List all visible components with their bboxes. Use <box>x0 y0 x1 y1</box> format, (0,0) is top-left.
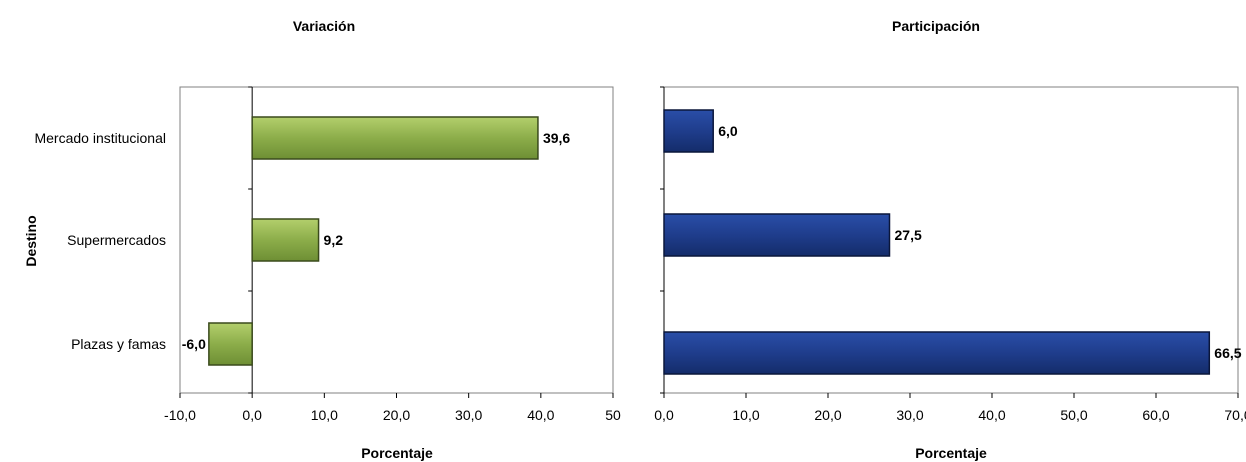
participacion-bar <box>663 109 714 153</box>
variacion-x-tick-label: 10,0 <box>311 407 338 423</box>
participacion-x-tick-label: 40,0 <box>978 407 1005 423</box>
variacion-x-tick-label: 50 <box>605 407 621 423</box>
participacion-x-ticks: 0,0 10,0 20,0 30,0 40,0 50,0 60,0 70,0 <box>654 393 1246 423</box>
variacion-category-label: Mercado institucional <box>34 130 166 146</box>
participacion-x-tick-label: 0,0 <box>654 407 674 423</box>
participacion-chart: Participación 6,0 27,5 66,5 0,0 10,0 20,0 30,… <box>654 18 1246 461</box>
participacion-x-tick-label: 20,0 <box>814 407 841 423</box>
variacion-category-label: Supermercados <box>67 232 166 248</box>
participacion-data-label: 27,5 <box>895 227 922 243</box>
variacion-bars: 39,6 9,2 -6,0 <box>182 86 570 394</box>
participacion-x-tick-label: 70,0 <box>1224 407 1246 423</box>
participacion-x-tick-label: 10,0 <box>732 407 759 423</box>
participacion-x-axis-title: Porcentaje <box>915 445 987 461</box>
variacion-x-axis-title: Porcentaje <box>361 445 433 461</box>
variacion-x-tick-label: 30,0 <box>455 407 482 423</box>
participacion-data-label: 66,5 <box>1214 345 1241 361</box>
participacion-title: Participación <box>892 18 980 34</box>
participacion-x-tick-label: 30,0 <box>896 407 923 423</box>
participacion-data-label: 6,0 <box>718 123 738 139</box>
variacion-bar <box>208 322 253 366</box>
variacion-bar <box>251 116 539 160</box>
variacion-x-tick-label: 40,0 <box>527 407 554 423</box>
participacion-x-tick-label: 50,0 <box>1060 407 1087 423</box>
variacion-bar <box>251 218 320 262</box>
variacion-x-tick-label: 0,0 <box>242 407 262 423</box>
variacion-category-labels: Mercado institucional Supermercados Plazas… <box>34 130 166 352</box>
participacion-bar <box>663 331 1211 375</box>
variacion-x-tick-label: -10,0 <box>164 407 196 423</box>
variacion-title: Variación <box>293 18 355 34</box>
variacion-category-label: Plazas y famas <box>71 336 166 352</box>
variacion-y-axis-title: Destino <box>23 215 39 266</box>
variacion-x-tick-label: 20,0 <box>383 407 410 423</box>
variacion-x-ticks: -10,0 0,0 10,0 20,0 30,0 40,0 50 <box>164 393 621 423</box>
participacion-bars: 6,0 27,5 66,5 <box>660 86 1242 394</box>
variacion-data-label: -6,0 <box>182 336 206 352</box>
variacion-data-label: 39,6 <box>543 130 570 146</box>
variacion-data-label: 9,2 <box>324 232 344 248</box>
participacion-bar <box>663 213 891 257</box>
variacion-chart: Variación 39,6 9,2 -6,0 -10,0 0,0 10,0 20,0 30… <box>23 18 621 461</box>
participacion-x-tick-label: 60,0 <box>1142 407 1169 423</box>
